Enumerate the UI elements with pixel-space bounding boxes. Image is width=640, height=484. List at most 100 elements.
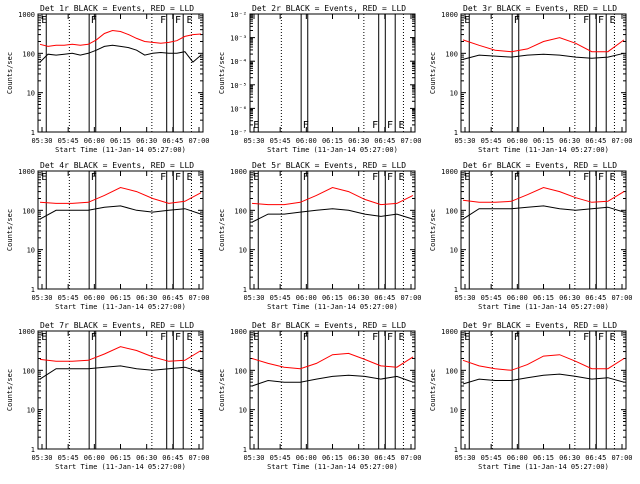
- event-marker-label: F: [598, 15, 604, 26]
- x-tick-label: 06:30: [348, 294, 369, 302]
- y-axis-label: Counts/sec: [429, 369, 437, 411]
- event-marker-label: E: [399, 172, 405, 183]
- event-marker-label: F: [372, 120, 378, 131]
- event-marker-label: F: [91, 15, 97, 26]
- event-marker-label: E: [610, 15, 616, 26]
- x-tick-label: 06:30: [136, 454, 157, 462]
- y-tick-label: 1000: [230, 168, 247, 176]
- x-tick-label: 05:45: [270, 137, 291, 145]
- panel-title: Det 7r BLACK = Events, RED = LLD: [40, 321, 194, 330]
- x-axis-label: Start Time (11-Jan-14 05:27:00): [478, 303, 609, 311]
- y-tick-label: 1000: [230, 328, 247, 336]
- event-marker-label: E: [464, 332, 470, 343]
- panel-title: Det 8r BLACK = Events, RED = LLD: [252, 321, 406, 330]
- y-tick-label: 10⁻²: [230, 11, 247, 19]
- x-tick-label: 06:30: [348, 137, 369, 145]
- series-line-lld: [251, 186, 414, 206]
- event-marker-label: F: [598, 332, 604, 343]
- event-marker-label: F: [372, 172, 378, 183]
- x-tick-label: 06:45: [162, 137, 183, 145]
- event-marker-label: F: [372, 332, 378, 343]
- x-tick-label: 05:30: [31, 294, 52, 302]
- x-tick-label: 06:45: [585, 454, 606, 462]
- y-tick-label: 100: [445, 207, 458, 215]
- plot-frame: [37, 330, 204, 450]
- y-tick-label: 1: [31, 446, 35, 454]
- x-tick-label: 06:30: [559, 454, 580, 462]
- series-line-lld: [462, 37, 625, 53]
- y-tick-label: 1: [31, 286, 35, 294]
- y-tick-label: 1000: [441, 328, 458, 336]
- x-axis-label: Start Time (11-Jan-14 05:27:00): [267, 303, 398, 311]
- event-marker-label: F: [598, 172, 604, 183]
- event-marker-label: E: [253, 332, 259, 343]
- x-tick-label: 05:45: [58, 137, 79, 145]
- event-marker-label: F: [387, 332, 393, 343]
- y-tick-label: 10: [239, 407, 247, 415]
- x-tick-label: 06:00: [507, 454, 528, 462]
- x-tick-label: 06:00: [296, 294, 317, 302]
- panel-det-4r: Det 4r BLACK = Events, RED = LLD 1 10 100 10…: [6, 161, 210, 311]
- event-marker-label: F: [175, 15, 181, 26]
- x-tick-label: 05:30: [243, 137, 264, 145]
- panel-det-7r: Det 7r BLACK = Events, RED = LLD 1 10 100 10…: [6, 321, 210, 471]
- event-marker-label: F: [303, 120, 309, 131]
- x-axis-label: Start Time (11-Jan-14 05:27:00): [478, 146, 609, 154]
- y-tick-label: 100: [22, 207, 35, 215]
- x-tick-label: 06:15: [110, 137, 131, 145]
- x-tick-label: 07:00: [400, 294, 421, 302]
- x-tick-label: 05:45: [481, 294, 502, 302]
- event-marker-label: E: [610, 332, 616, 343]
- x-tick-label: 05:45: [58, 454, 79, 462]
- x-tick-label: 06:45: [585, 137, 606, 145]
- x-tick-label: 05:45: [481, 137, 502, 145]
- y-tick-label: 100: [22, 367, 35, 375]
- x-tick-label: 06:30: [348, 454, 369, 462]
- x-tick-label: 06:45: [162, 294, 183, 302]
- event-marker-label: E: [253, 172, 259, 183]
- y-tick-label: 10: [239, 247, 247, 255]
- y-axis-label: Counts/sec: [6, 369, 14, 411]
- event-marker-label: E: [187, 332, 193, 343]
- series-line-events: [39, 205, 202, 220]
- series-line-lld: [462, 186, 625, 203]
- event-marker-label: F: [303, 332, 309, 343]
- panel-det-9r: Det 9r BLACK = Events, RED = LLD 1 10 100 10…: [429, 321, 633, 471]
- x-tick-label: 07:00: [611, 137, 632, 145]
- x-axis-label: Start Time (11-Jan-14 05:27:00): [55, 146, 186, 154]
- y-tick-label: 1: [454, 286, 458, 294]
- y-tick-label: 100: [445, 50, 458, 58]
- panel-det-6r: Det 6r BLACK = Events, RED = LLD 1 10 100 10…: [429, 161, 633, 311]
- y-axis-label: Counts/sec: [218, 209, 226, 251]
- panel-det-5r: Det 5r BLACK = Events, RED = LLD 1 10 100 10…: [218, 161, 422, 311]
- event-marker-label: F: [387, 120, 393, 131]
- x-tick-label: 06:45: [374, 294, 395, 302]
- series-line-events: [462, 52, 625, 60]
- series-line-events: [251, 374, 414, 387]
- x-tick-label: 05:30: [31, 137, 52, 145]
- series-line-lld: [462, 354, 625, 371]
- y-tick-label: 100: [234, 207, 247, 215]
- x-tick-label: 07:00: [611, 454, 632, 462]
- y-axis-label: Counts/sec: [218, 369, 226, 411]
- plot-frame: [460, 13, 627, 133]
- event-marker-label: E: [610, 172, 616, 183]
- x-tick-label: 06:15: [322, 137, 343, 145]
- series-line-events: [462, 205, 625, 220]
- panel-det-1r: Det 1r BLACK = Events, RED = LLD 1 10 100 10…: [6, 4, 210, 154]
- event-marker-label: F: [175, 332, 181, 343]
- x-tick-label: 07:00: [611, 294, 632, 302]
- event-marker-label: F: [514, 15, 520, 26]
- x-tick-label: 06:00: [84, 454, 105, 462]
- event-marker-label: E: [41, 332, 47, 343]
- event-marker-label: F: [91, 332, 97, 343]
- panel-title: Det 2r BLACK = Events, RED = LLD: [252, 4, 406, 13]
- series-line-events: [39, 365, 202, 380]
- series-line-lld: [39, 29, 202, 47]
- x-tick-label: 06:00: [84, 137, 105, 145]
- event-marker-label: E: [41, 15, 47, 26]
- series-line-lld: [39, 186, 202, 204]
- y-tick-label: 100: [234, 367, 247, 375]
- x-tick-label: 06:15: [533, 454, 554, 462]
